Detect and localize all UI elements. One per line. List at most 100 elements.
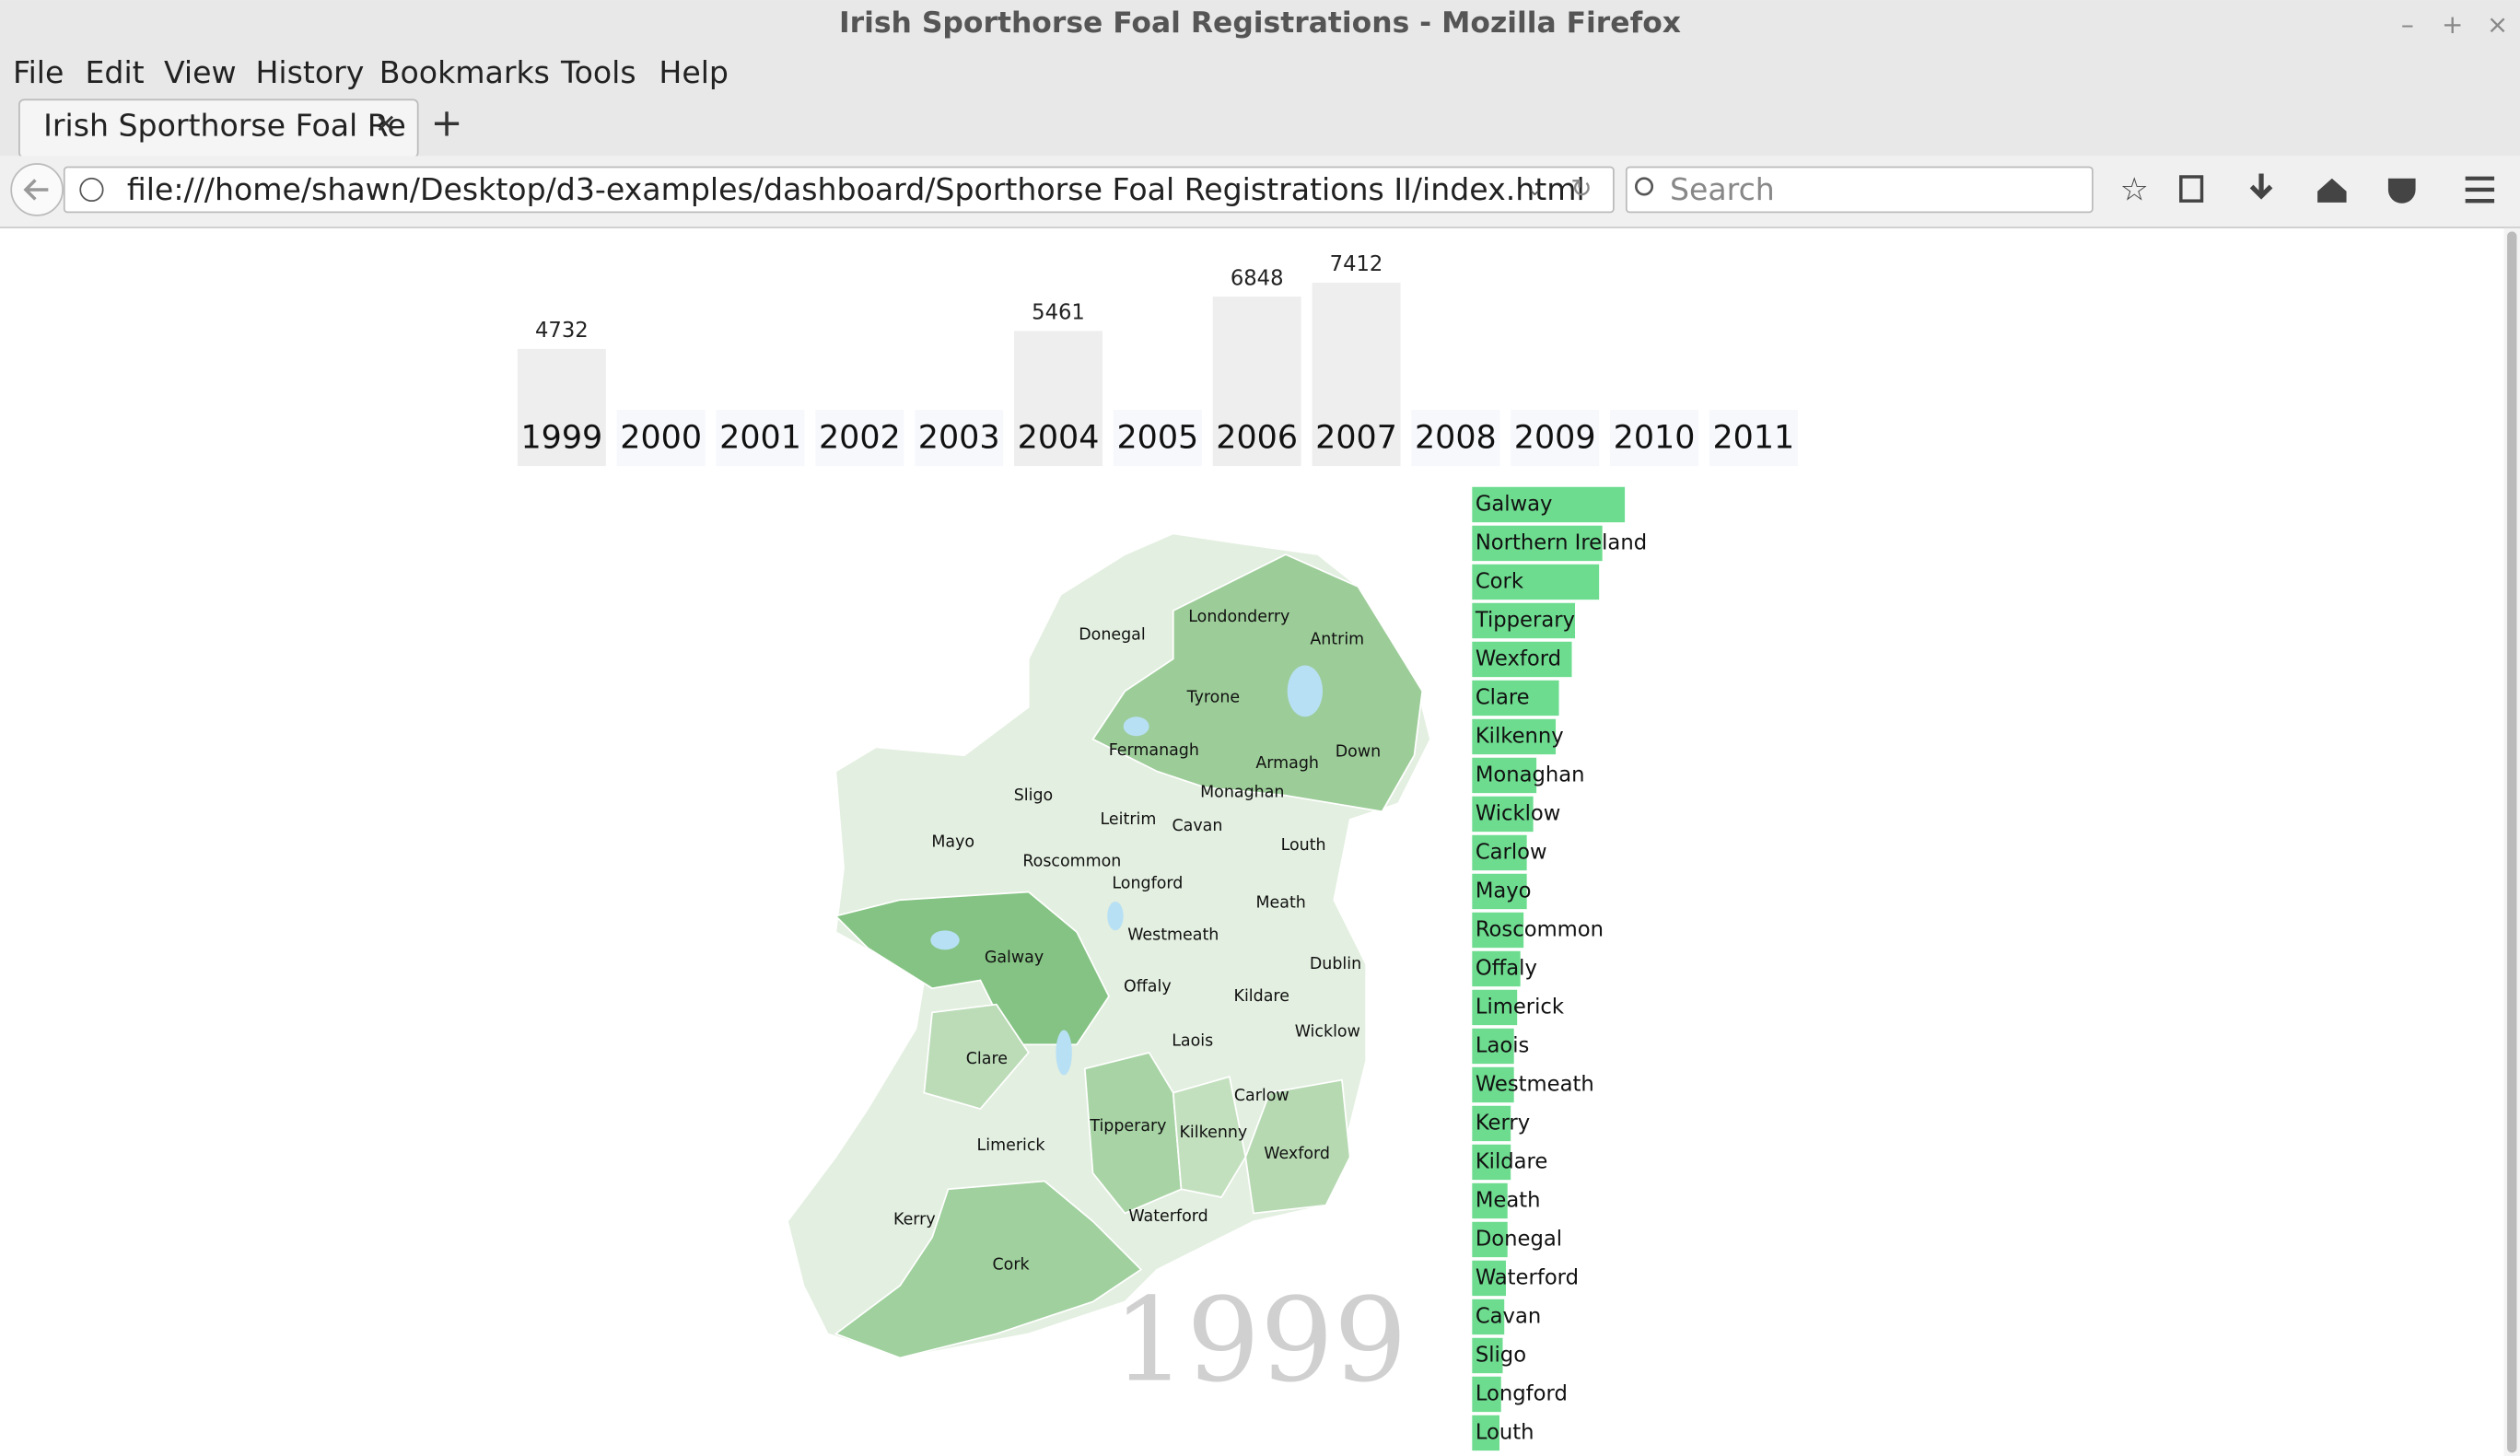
county-bar[interactable] bbox=[1472, 912, 1524, 949]
reading-list[interactable] bbox=[2179, 175, 2204, 203]
year-label[interactable]: 2011 bbox=[1712, 419, 1794, 456]
year-label[interactable]: 2007 bbox=[1315, 419, 1397, 456]
county-map-label: Tipperary bbox=[1089, 1117, 1166, 1136]
county-label: Cavan bbox=[1476, 1304, 1541, 1328]
year-label[interactable]: 2002 bbox=[819, 419, 901, 456]
year-cell[interactable] bbox=[1113, 410, 1202, 467]
county-map-label: Down bbox=[1336, 743, 1381, 762]
county-label: Louth bbox=[1476, 1420, 1534, 1444]
search-icon bbox=[1634, 177, 1654, 196]
county-bar[interactable] bbox=[1472, 486, 1626, 523]
maximize[interactable]: + bbox=[2442, 9, 2463, 40]
county-bar[interactable] bbox=[1472, 873, 1527, 910]
year-label[interactable]: 2005 bbox=[1116, 419, 1198, 456]
county-map-label: Louth bbox=[1281, 836, 1326, 855]
menu-item[interactable]: Edit bbox=[85, 54, 144, 90]
year-cell[interactable] bbox=[1610, 410, 1699, 467]
year-label[interactable]: 2009 bbox=[1514, 419, 1596, 456]
close[interactable]: × bbox=[2487, 9, 2508, 40]
year-bar[interactable] bbox=[517, 348, 606, 467]
year-cell[interactable] bbox=[1709, 410, 1798, 467]
county-label: Monaghan bbox=[1476, 763, 1585, 786]
menu-bar: File Edit View History Bookmarks Tools Help bbox=[13, 54, 729, 90]
county-bar[interactable] bbox=[1472, 641, 1572, 678]
url-bar[interactable] bbox=[63, 166, 1615, 214]
downloads[interactable] bbox=[2249, 173, 2273, 200]
map-year: 1999 bbox=[1113, 1272, 1407, 1407]
county-bar[interactable] bbox=[1472, 1415, 1499, 1451]
county-bar[interactable] bbox=[1472, 1221, 1508, 1258]
county-bar[interactable] bbox=[1472, 950, 1521, 987]
county-map-label: Kerry bbox=[893, 1210, 936, 1229]
year-cell[interactable] bbox=[1511, 410, 1600, 467]
url[interactable]: file:///home/shawn/Desktop/d3-examples/d… bbox=[127, 171, 1585, 207]
menu-item[interactable]: Tools bbox=[560, 54, 636, 90]
year-label[interactable]: 2010 bbox=[1614, 419, 1696, 456]
county-bar[interactable] bbox=[1472, 1299, 1505, 1335]
county-bar[interactable] bbox=[1472, 718, 1557, 755]
year-label[interactable]: 2004 bbox=[1018, 419, 1100, 456]
county-map-label: Roscommon bbox=[1022, 852, 1121, 870]
new-tab[interactable]: + bbox=[431, 100, 463, 146]
menu-item[interactable]: File bbox=[13, 54, 64, 90]
year-bar[interactable] bbox=[1212, 297, 1301, 467]
county-bar[interactable] bbox=[1472, 1066, 1514, 1103]
year-cell[interactable] bbox=[716, 410, 805, 467]
county-bar[interactable] bbox=[1472, 989, 1518, 1026]
year-label[interactable]: 2008 bbox=[1415, 419, 1497, 456]
county-bar[interactable] bbox=[1472, 525, 1603, 562]
county-bar[interactable] bbox=[1472, 1144, 1511, 1181]
county-label: Galway bbox=[1476, 492, 1553, 516]
year-label[interactable]: 1999 bbox=[520, 419, 602, 456]
year-bar[interactable] bbox=[1014, 331, 1102, 467]
county-label: Roscommon bbox=[1476, 917, 1604, 941]
menu-item[interactable]: View bbox=[164, 54, 237, 90]
reload[interactable]: ↻ bbox=[1570, 173, 1592, 204]
tab-title[interactable]: Irish Sporthorse Foal Re bbox=[43, 107, 406, 143]
county-bar[interactable] bbox=[1472, 1376, 1501, 1413]
county-bar[interactable] bbox=[1472, 1182, 1508, 1219]
county-bar[interactable] bbox=[1472, 602, 1575, 639]
county-label: Donegal bbox=[1476, 1227, 1562, 1251]
menu-item[interactable]: History bbox=[255, 54, 364, 90]
minimize[interactable]: – bbox=[2401, 9, 2414, 40]
map-northern-ireland bbox=[1091, 553, 1424, 813]
county-map-label: Londonderry bbox=[1188, 608, 1289, 626]
year-bar[interactable] bbox=[1312, 282, 1401, 467]
county-bar[interactable] bbox=[1472, 757, 1537, 794]
county-label: Offaly bbox=[1476, 956, 1537, 980]
scroll-thumb[interactable] bbox=[2507, 231, 2517, 1453]
year-cell[interactable] bbox=[915, 410, 1004, 467]
map-clare bbox=[923, 1003, 1030, 1111]
year-label[interactable]: 2006 bbox=[1216, 419, 1298, 456]
year-cell[interactable] bbox=[1411, 410, 1500, 467]
county-bar[interactable] bbox=[1472, 1337, 1503, 1374]
tab-close[interactable]: ✕ bbox=[375, 109, 396, 139]
year-label[interactable]: 2003 bbox=[918, 419, 1000, 456]
search-placeholder[interactable]: Search bbox=[1670, 171, 1775, 207]
year-label[interactable]: 2001 bbox=[719, 419, 801, 456]
county-map-label: Mayo bbox=[931, 833, 974, 851]
county-bar[interactable] bbox=[1472, 1028, 1514, 1065]
map-cork bbox=[834, 1180, 1143, 1359]
bookmark-star[interactable]: ☆ bbox=[2120, 172, 2149, 209]
info-icon[interactable] bbox=[79, 177, 104, 203]
county-bar[interactable] bbox=[1472, 1105, 1511, 1142]
county-bar[interactable] bbox=[1472, 796, 1534, 833]
county-bar[interactable] bbox=[1472, 564, 1600, 600]
home[interactable] bbox=[2317, 178, 2347, 203]
year-cell[interactable] bbox=[815, 410, 904, 467]
county-bar[interactable] bbox=[1472, 680, 1559, 716]
menu-item[interactable]: Bookmarks bbox=[379, 54, 550, 90]
county-label: Wicklow bbox=[1476, 801, 1561, 825]
url-dropdown[interactable]: ⌄ bbox=[1527, 178, 1544, 200]
county-bar[interactable] bbox=[1472, 834, 1527, 871]
county-bar[interactable] bbox=[1472, 1260, 1506, 1297]
menu-button[interactable] bbox=[2465, 176, 2495, 204]
pocket[interactable] bbox=[2387, 178, 2416, 204]
search-box[interactable] bbox=[1625, 166, 2094, 214]
year-cell[interactable] bbox=[616, 410, 706, 467]
year-label[interactable]: 2000 bbox=[620, 419, 702, 456]
menu-item[interactable]: Help bbox=[659, 54, 729, 90]
